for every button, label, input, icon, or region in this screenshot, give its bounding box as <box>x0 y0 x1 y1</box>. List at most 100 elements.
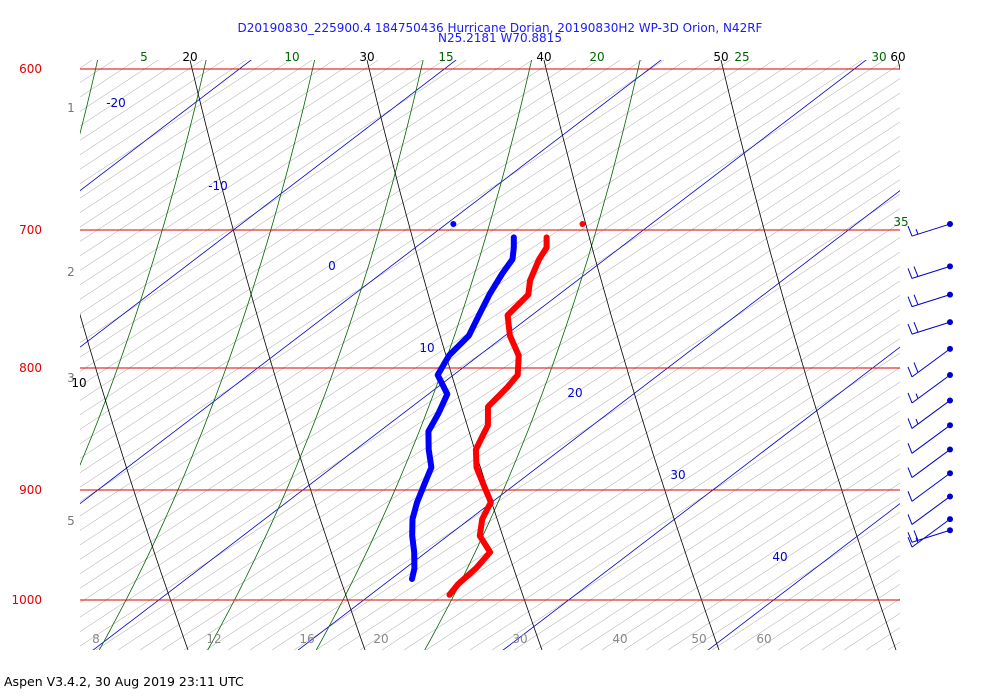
temperature-marker <box>579 221 586 228</box>
wind-barb-shaft <box>911 424 951 454</box>
mixing-ratio-line <box>80 107 900 647</box>
mixing-ratio-line <box>0 60 70 650</box>
mixing-ratio-line <box>80 60 313 213</box>
height-label: 5 <box>67 514 75 528</box>
mixing-ratio-line <box>80 60 225 156</box>
wind-barb-flag <box>907 536 913 548</box>
mixing-ratio-line <box>80 60 687 459</box>
moist-adiabat-label: 15 <box>438 50 453 64</box>
mixing-ratio-line <box>491 381 900 650</box>
wind-barb-half <box>915 228 919 235</box>
height-label: 2 <box>67 265 75 279</box>
mixing-ratio-line <box>80 60 93 69</box>
wind-barb-flag <box>907 532 913 543</box>
moist-adiabat-line <box>207 60 424 650</box>
mixing-ratio-line <box>80 60 489 329</box>
mixing-ratio-line <box>117 136 900 650</box>
mixing-ratio-line <box>315 266 900 650</box>
mixing-ratio-label: 16 <box>299 632 314 646</box>
wind-barb <box>907 446 953 478</box>
isotherm-line <box>80 60 252 192</box>
mixing-ratio-line <box>645 482 900 650</box>
mixing-ratio-line <box>513 396 900 650</box>
pressure-label: 700 <box>19 223 42 237</box>
isotherm-line <box>92 60 867 650</box>
mixing-ratio-line <box>80 60 335 228</box>
moist-adiabat-label: 10 <box>284 50 299 64</box>
moist-adiabat-line <box>424 60 641 650</box>
mixing-ratio-line <box>865 627 900 650</box>
isotherm-label: 40 <box>772 550 787 564</box>
wind-barb-flag <box>913 294 919 305</box>
wind-barb-flag <box>907 443 913 454</box>
pressure-label: 900 <box>19 483 42 497</box>
isotherm-label: 20 <box>567 386 582 400</box>
mixing-ratio-label: 8 <box>92 632 100 646</box>
dewpoint-profile <box>409 234 517 582</box>
wind-barb <box>907 319 953 335</box>
footer-version-timestamp: Aspen V3.4.2, 30 Aug 2019 23:11 UTC <box>4 674 244 689</box>
wind-barb-shaft <box>911 496 951 525</box>
mixing-ratio-line <box>80 60 621 416</box>
mixing-ratio-line <box>80 60 577 387</box>
isotherm-line <box>297 190 900 650</box>
mixing-ratio-line <box>579 439 900 650</box>
mixing-ratio-line <box>80 60 665 445</box>
mixing-ratio-line <box>0 60 4 650</box>
mixing-ratio-line <box>271 237 900 650</box>
mixing-ratio-line <box>80 60 709 473</box>
height-label: 3 <box>67 371 75 385</box>
temperature-profile <box>446 234 550 598</box>
mixing-ratio-line <box>667 497 900 650</box>
mixing-ratio-line <box>469 367 900 650</box>
wind-barb-flag <box>907 467 913 478</box>
pressure-label: 1000 <box>11 593 42 607</box>
mixing-ratio-line <box>910 60 1000 650</box>
dry-adiabat-label: 10 <box>71 376 86 390</box>
mixing-ratio-line <box>80 60 203 141</box>
mixing-ratio-line <box>557 425 900 650</box>
mixing-ratio-line <box>80 60 291 199</box>
isotherm-line <box>502 346 900 650</box>
mixing-ratio-line <box>80 60 269 184</box>
mixing-ratio-line <box>249 222 900 650</box>
dewpoint-marker <box>450 221 457 228</box>
dry-adiabat-label: 30 <box>359 50 374 64</box>
mixing-ratio-line <box>887 641 900 650</box>
wind-barb-flag <box>907 514 913 525</box>
wind-barb <box>907 371 953 404</box>
mixing-ratio-line <box>80 60 511 343</box>
wind-barb-flag <box>907 366 913 378</box>
isotherm-label: -10 <box>208 179 228 193</box>
wind-barb-shaft <box>911 321 951 335</box>
wind-barb <box>907 527 953 543</box>
mixing-ratio-line <box>80 60 885 589</box>
wind-barb-shaft <box>911 472 951 502</box>
moist-adiabat-label: 25 <box>734 50 749 64</box>
mixing-ratio-line <box>80 63 900 604</box>
moist-adiabat-line <box>80 60 207 467</box>
wind-barb-shaft <box>911 294 951 308</box>
mixing-ratio-line <box>843 612 900 650</box>
mixing-ratio-label: 50 <box>691 632 706 646</box>
dry-adiabat-line <box>720 60 897 650</box>
mixing-ratio-line <box>80 60 137 98</box>
dry-adiabat-line <box>366 60 543 650</box>
mixing-ratio-line <box>447 352 900 650</box>
wind-barb-half <box>915 393 919 399</box>
mixing-ratio-label: 40 <box>612 632 627 646</box>
chart-title: D20190830_225900.4 184750436 Hurricane D… <box>237 21 763 35</box>
isotherm-line <box>707 503 900 650</box>
wind-barb <box>907 422 953 454</box>
wind-barb-shaft <box>911 529 951 543</box>
mixing-ratio-line <box>601 453 900 650</box>
wind-barb <box>907 345 953 378</box>
mixing-ratio-line <box>183 179 900 650</box>
mixing-ratio-line <box>80 60 599 401</box>
wind-barb <box>907 470 953 502</box>
wind-barb-shaft <box>911 348 951 378</box>
mixing-ratio-line <box>337 280 900 650</box>
moist-adiabat-label: 35 <box>893 215 908 229</box>
mixing-ratio-line <box>80 60 863 575</box>
